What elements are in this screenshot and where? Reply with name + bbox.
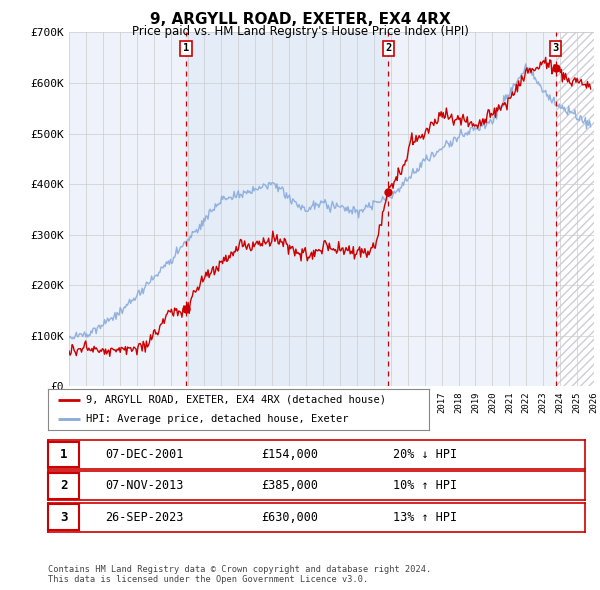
Text: 2: 2 [385, 44, 391, 53]
Text: 10% ↑ HPI: 10% ↑ HPI [393, 479, 457, 493]
Text: 07-DEC-2001: 07-DEC-2001 [105, 448, 184, 461]
Text: 1: 1 [183, 44, 190, 53]
Bar [556, 32, 594, 386]
Bar [556, 32, 594, 386]
Text: 9, ARGYLL ROAD, EXETER, EX4 4RX (detached house): 9, ARGYLL ROAD, EXETER, EX4 4RX (detache… [86, 395, 386, 405]
Text: 3: 3 [60, 510, 67, 524]
Text: 07-NOV-2013: 07-NOV-2013 [105, 479, 184, 493]
Text: £630,000: £630,000 [261, 510, 318, 524]
Text: HPI: Average price, detached house, Exeter: HPI: Average price, detached house, Exet… [86, 414, 349, 424]
Text: 3: 3 [553, 44, 559, 53]
Text: 20% ↓ HPI: 20% ↓ HPI [393, 448, 457, 461]
Text: £154,000: £154,000 [261, 448, 318, 461]
Text: £385,000: £385,000 [261, 479, 318, 493]
Text: 13% ↑ HPI: 13% ↑ HPI [393, 510, 457, 524]
Text: 2: 2 [60, 479, 67, 493]
Text: 9, ARGYLL ROAD, EXETER, EX4 4RX: 9, ARGYLL ROAD, EXETER, EX4 4RX [149, 12, 451, 27]
Text: 26-SEP-2023: 26-SEP-2023 [105, 510, 184, 524]
Text: Price paid vs. HM Land Registry's House Price Index (HPI): Price paid vs. HM Land Registry's House … [131, 25, 469, 38]
Bar [186, 32, 388, 386]
Text: 1: 1 [60, 448, 67, 461]
Text: Contains HM Land Registry data © Crown copyright and database right 2024.
This d: Contains HM Land Registry data © Crown c… [48, 565, 431, 584]
